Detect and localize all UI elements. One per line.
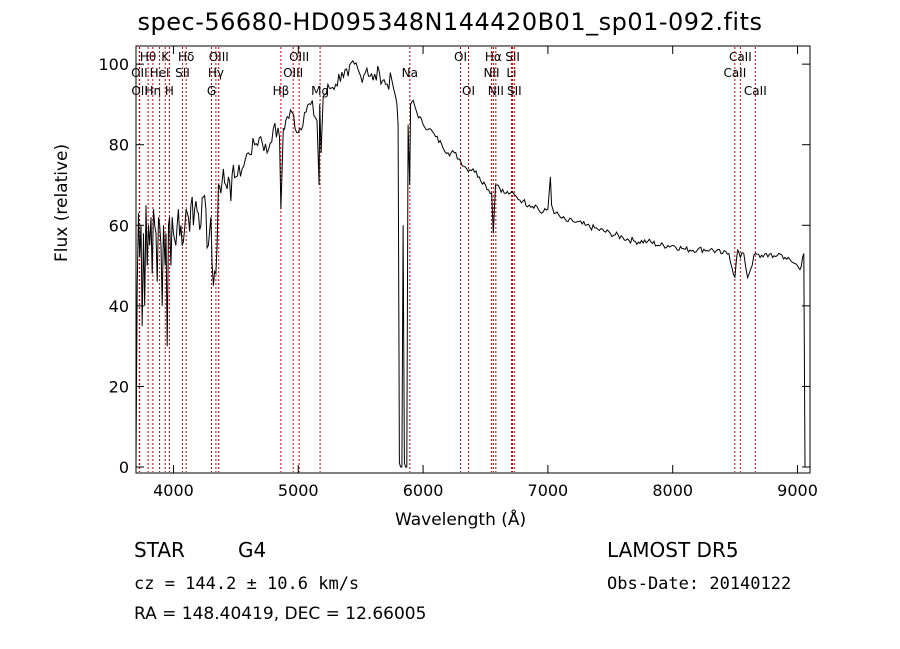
line-marker-label: K — [161, 50, 170, 64]
observation-date: Obs-Date: 20140122 — [607, 574, 792, 594]
line-marker-label: Li — [506, 66, 516, 80]
line-marker-label: SII — [505, 50, 520, 64]
x-tick-label: 7000 — [528, 481, 569, 500]
line-marker-label: NII — [488, 84, 504, 98]
coordinates: RA = 148.40419, DEC = 12.66005 — [134, 604, 427, 624]
x-tick-label: 5000 — [278, 481, 319, 500]
line-marker-label: Na — [402, 66, 418, 80]
line-marker-label: HeI — [150, 66, 170, 80]
y-tick-label: 0 — [119, 458, 129, 477]
y-tick-label: 20 — [109, 377, 129, 396]
chart-title: spec-56680-HD095348N144420B01_sp01-092.f… — [137, 8, 763, 36]
object-subclass: G4 — [238, 538, 267, 562]
x-tick-label: 4000 — [153, 481, 194, 500]
line-marker-label: OIII — [209, 50, 229, 64]
line-marker-label: OII — [131, 84, 148, 98]
line-marker-label: OIII — [283, 66, 303, 80]
spectrum-series — [135, 59, 806, 468]
line-marker-label: OI — [454, 50, 467, 64]
line-marker-label: CaII — [729, 50, 752, 64]
redshift-velocity: cz = 144.2 ± 10.6 km/s — [134, 574, 360, 594]
x-tick-label: 8000 — [652, 481, 693, 500]
survey-name: LAMOST DR5 — [607, 538, 739, 562]
y-tick-label: 40 — [109, 297, 129, 316]
line-marker-label: SII — [175, 66, 190, 80]
axis-ticks: 4000 5000 6000 7000 8000 9000 0 20 40 60 80 100 — [98, 46, 818, 500]
y-tick-label: 100 — [98, 55, 129, 74]
y-tick-label: 60 — [109, 216, 129, 235]
spectrum-line — [135, 59, 806, 468]
plot-frame — [135, 45, 811, 474]
line-marker-label: Hγ — [208, 66, 224, 80]
line-marker-label: H — [165, 84, 174, 98]
line-marker-label: SII — [507, 84, 522, 98]
line-marker-label: OI — [462, 84, 475, 98]
y-axis-label: Flux (relative) — [52, 143, 72, 262]
x-tick-label: 9000 — [777, 481, 818, 500]
line-marker-label: NII — [483, 66, 499, 80]
line-marker-label: Hη — [145, 84, 162, 98]
line-marker-label: Hθ — [140, 50, 156, 64]
line-marker-label: G — [207, 84, 216, 98]
x-tick-label: 6000 — [403, 481, 444, 500]
line-marker-label: Hα — [485, 50, 502, 64]
object-class: STAR — [134, 538, 185, 562]
line-marker-label: CaII — [744, 84, 767, 98]
y-tick-label: 80 — [109, 136, 129, 155]
line-marker-label: CaII — [723, 66, 746, 80]
line-marker-label: OIII — [289, 50, 309, 64]
line-marker-label: Hδ — [178, 50, 194, 64]
line-marker-label: Hβ — [273, 84, 290, 98]
x-axis-label: Wavelength (Å) — [395, 510, 527, 530]
